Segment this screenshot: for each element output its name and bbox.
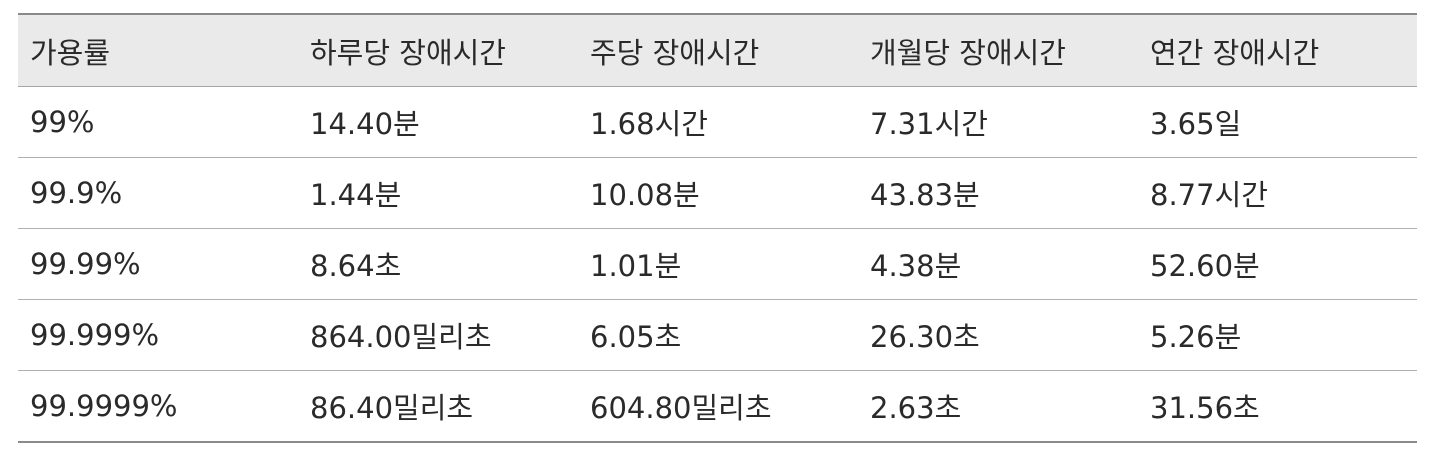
header-row: 가용률 하루당 장애시간 주당 장애시간 개월당 장애시간 연간 장애시간 <box>18 14 1417 87</box>
cell-per-year: 5.26분 <box>1138 299 1417 371</box>
cell-per-day: 14.40분 <box>298 86 578 158</box>
cell-per-week: 604.80밀리초 <box>578 370 858 443</box>
header-downtime-per-year: 연간 장애시간 <box>1150 35 1320 70</box>
cell-per-month: 26.30초 <box>858 299 1138 371</box>
cell-per-day: 8.64초 <box>298 228 578 300</box>
table-row: 99% 14.40분 1.68시간 7.31시간 3.65일 <box>18 86 1417 158</box>
cell-availability: 99% <box>18 86 298 158</box>
cell-availability: 99.999% <box>18 299 298 371</box>
cell-availability: 99.9999% <box>18 370 298 443</box>
cell-per-month: 4.38분 <box>858 228 1138 300</box>
table-body: 99% 14.40분 1.68시간 7.31시간 3.65일 99.9% 1.4… <box>18 86 1417 443</box>
cell-per-year: 8.77시간 <box>1138 157 1417 229</box>
table-row: 99.9999% 86.40밀리초 604.80밀리초 2.63초 31.56초 <box>18 370 1417 443</box>
cell-availability: 99.9% <box>18 157 298 229</box>
cell-per-day: 864.00밀리초 <box>298 299 578 371</box>
header-downtime-per-week: 주당 장애시간 <box>590 35 760 70</box>
availability-downtime-table: 가용률 하루당 장애시간 주당 장애시간 개월당 장애시간 연간 장애시간 99… <box>18 13 1417 443</box>
header-availability: 가용률 <box>30 35 111 70</box>
cell-per-year: 52.60분 <box>1138 228 1417 300</box>
cell-availability: 99.99% <box>18 228 298 300</box>
cell-per-week: 6.05초 <box>578 299 858 371</box>
cell-per-week: 1.68시간 <box>578 86 858 158</box>
cell-per-year: 31.56초 <box>1138 370 1417 443</box>
cell-per-year: 3.65일 <box>1138 86 1417 158</box>
header-downtime-per-month: 개월당 장애시간 <box>870 35 1066 70</box>
table-row: 99.9% 1.44분 10.08분 43.83분 8.77시간 <box>18 157 1417 229</box>
cell-per-day: 86.40밀리초 <box>298 370 578 443</box>
table-header: 가용률 하루당 장애시간 주당 장애시간 개월당 장애시간 연간 장애시간 <box>18 14 1417 87</box>
cell-per-month: 7.31시간 <box>858 86 1138 158</box>
cell-per-day: 1.44분 <box>298 157 578 229</box>
cell-per-month: 43.83분 <box>858 157 1138 229</box>
availability-downtime-table-container: 가용률 하루당 장애시간 주당 장애시간 개월당 장애시간 연간 장애시간 99… <box>18 13 1417 443</box>
cell-per-month: 2.63초 <box>858 370 1138 443</box>
table-row: 99.99% 8.64초 1.01분 4.38분 52.60분 <box>18 228 1417 300</box>
table-row: 99.999% 864.00밀리초 6.05초 26.30초 5.26분 <box>18 299 1417 371</box>
header-downtime-per-day: 하루당 장애시간 <box>310 35 506 70</box>
cell-per-week: 10.08분 <box>578 157 858 229</box>
cell-per-week: 1.01분 <box>578 228 858 300</box>
